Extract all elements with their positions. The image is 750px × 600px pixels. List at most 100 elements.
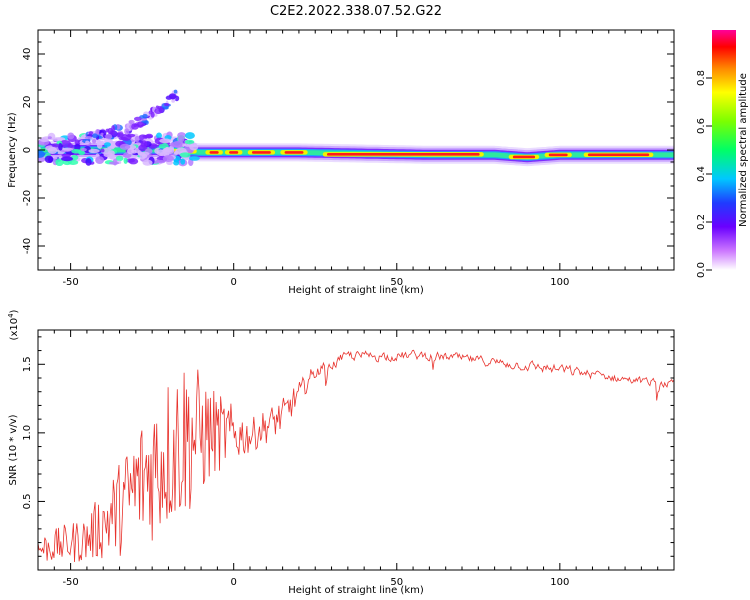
colorbar-gradient [712, 30, 736, 270]
spectral-blob [179, 152, 191, 158]
x-tick-label: -50 [62, 577, 78, 588]
spectral-blob [38, 146, 41, 151]
x-tick-label: -50 [62, 277, 78, 288]
y-tick-label: -20 [22, 190, 33, 206]
colorbar-label: Normalized spectral amplitude [738, 73, 749, 227]
spectral-blob [137, 150, 142, 156]
spectral-branch-blob [105, 133, 113, 140]
spectral-branch-blob [163, 103, 170, 107]
spectral-branch-blob [173, 89, 178, 94]
spectral-blob [95, 156, 105, 165]
spectral-branch-blob [154, 108, 163, 115]
spectral-blob [51, 143, 60, 148]
y-tick-label: 0.5 [22, 493, 33, 509]
spectral-blob [177, 135, 185, 143]
spectral-blob [55, 158, 64, 167]
spectral-blob [100, 148, 105, 153]
spectral-branch-blob [88, 131, 94, 135]
spectral-blob [104, 142, 111, 147]
spectral-blob [180, 158, 186, 165]
spectral-blob [61, 156, 73, 162]
snr-series-line [38, 349, 674, 563]
snr-yscale-label: (x104) [7, 309, 20, 340]
spectral-blob [103, 152, 113, 158]
colorbar-tick-label: 0.4 [696, 166, 707, 182]
x-tick-label: 100 [550, 277, 569, 288]
spectral-branch-blob [128, 119, 135, 125]
snr-ylabel: SNR (10 * v/v) [8, 414, 19, 485]
spectral-blob [88, 148, 100, 154]
spectral-blob [145, 133, 154, 139]
snr-frame [37, 329, 675, 571]
spectral-blob [123, 157, 128, 164]
spectral-blob [48, 156, 54, 163]
spectral-branch-blob [108, 130, 115, 136]
spectral-blob [134, 135, 140, 143]
figure-title: C2E2.2022.338.07.52.G22 [270, 4, 442, 19]
spectral-branch-blob [117, 132, 121, 138]
spectral-branch-blob [85, 140, 90, 145]
spectral-blob [71, 149, 82, 154]
spectral-branch-blob [124, 128, 130, 135]
spectral-blob [96, 140, 103, 149]
spectral-blob [161, 148, 173, 153]
spectral-blob [188, 155, 200, 161]
y-tick-label: 20 [22, 96, 33, 109]
spectral-blob [62, 147, 74, 151]
spectral-branch-blob [133, 116, 142, 121]
spectrogram-xlabel: Height of straight line (km) [288, 285, 424, 296]
spectral-blob [40, 138, 50, 142]
spectrogram-image [38, 89, 674, 167]
spectral-blob [128, 158, 139, 165]
spectral-blob [173, 160, 180, 166]
spectral-blob [156, 159, 166, 164]
spectral-blob [142, 159, 153, 166]
snr-panel: -50 0 50 100 0.5 1.0 1.5 Height of straight li… [7, 309, 675, 596]
snr-xlabel: Height of straight line (km) [288, 585, 424, 596]
x-tick-label: 0 [231, 277, 237, 288]
spectral-blob [119, 143, 131, 150]
spectral-blob [80, 148, 87, 152]
spectral-blob [51, 137, 63, 142]
snr-ticks: -50 0 50 100 0.5 1.0 1.5 [22, 330, 675, 588]
x-tick-label: 50 [390, 577, 403, 588]
spectral-branch-blob [150, 111, 155, 118]
spectrogram-panel: -50 0 50 100 -40 -20 0 20 40 Height of straight … [7, 29, 675, 296]
spectral-blob [38, 150, 46, 158]
spectral-blob [92, 138, 97, 144]
y-tick-label: 0 [22, 147, 33, 153]
spectral-blob [47, 146, 58, 154]
spectral-blob [140, 140, 148, 148]
spectral-blob [162, 155, 175, 162]
spectral-blob [171, 141, 184, 148]
spectral-blob [127, 148, 135, 155]
spectral-blob [156, 132, 162, 139]
spectral-blob [58, 143, 63, 151]
colorbar-ticks: 0.0 0.2 0.4 0.6 0.8 [696, 70, 712, 278]
spectrogram-ylabel: Frequency (Hz) [7, 112, 18, 188]
colorbar-tick-label: 0.0 [696, 262, 707, 278]
spectral-branch-blob [142, 113, 148, 119]
spectral-blob [159, 138, 172, 144]
x-tick-label: 100 [550, 577, 569, 588]
spectral-blob [184, 132, 195, 140]
colorbar-tick-label: 0.8 [696, 70, 707, 86]
x-tick-label: 0 [231, 577, 237, 588]
spectral-blob [74, 143, 81, 151]
spectral-blob [47, 136, 52, 140]
spectral-blob [61, 153, 71, 158]
spectral-blob [67, 132, 75, 140]
y-tick-label: 1.0 [22, 425, 33, 441]
spectral-branch-blob [100, 132, 104, 137]
y-tick-label: -40 [22, 238, 33, 254]
spectral-branch-blob [136, 121, 145, 128]
spectrogram-ticks: -50 0 50 100 -40 -20 0 20 40 [22, 29, 675, 288]
spectral-blob [115, 155, 124, 162]
spectral-branch-blob [133, 123, 138, 128]
spectral-blob [184, 139, 195, 145]
y-tick-label: 1.5 [22, 356, 33, 372]
y-tick-label: 40 [22, 48, 33, 61]
spectral-branch-blob [92, 133, 98, 139]
spectral-branch-blob [168, 93, 177, 100]
